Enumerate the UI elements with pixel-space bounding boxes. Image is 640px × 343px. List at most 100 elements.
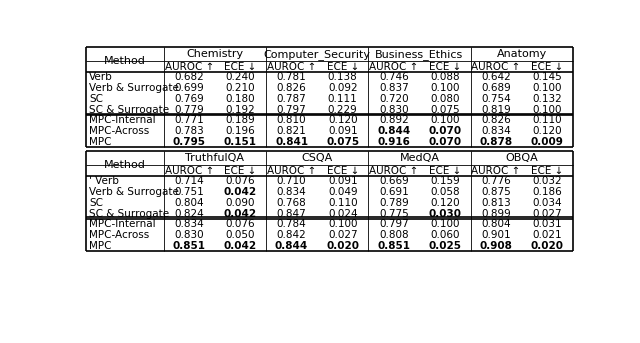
Text: 0.180: 0.180 <box>226 94 255 104</box>
Text: 0.847: 0.847 <box>276 209 307 218</box>
Text: 0.020: 0.020 <box>326 241 359 251</box>
Text: 0.841: 0.841 <box>275 137 308 147</box>
Text: 0.100: 0.100 <box>430 220 460 229</box>
Text: 0.642: 0.642 <box>481 72 511 82</box>
Text: 0.210: 0.210 <box>226 83 255 93</box>
Text: 0.714: 0.714 <box>174 176 204 186</box>
Text: 0.789: 0.789 <box>379 198 409 208</box>
Text: 0.699: 0.699 <box>174 83 204 93</box>
Text: 0.783: 0.783 <box>174 126 204 136</box>
Text: ' Verb: ' Verb <box>90 176 119 186</box>
Text: SC: SC <box>90 94 103 104</box>
Text: 0.111: 0.111 <box>328 94 358 104</box>
Text: 0.091: 0.091 <box>328 176 358 186</box>
Text: Verb & Surrogate: Verb & Surrogate <box>90 83 179 93</box>
Text: 0.851: 0.851 <box>173 241 206 251</box>
Text: 0.689: 0.689 <box>481 83 511 93</box>
Text: 0.826: 0.826 <box>276 83 307 93</box>
Text: ECE ↓: ECE ↓ <box>326 62 359 72</box>
Text: 0.009: 0.009 <box>531 137 564 147</box>
Text: 0.834: 0.834 <box>481 126 511 136</box>
Text: 0.042: 0.042 <box>224 209 257 218</box>
Text: CSQA: CSQA <box>301 153 333 163</box>
Text: 0.076: 0.076 <box>226 176 255 186</box>
Text: 0.892: 0.892 <box>379 116 409 126</box>
Text: Verb & Surrogate: Verb & Surrogate <box>90 187 179 197</box>
Text: 0.027: 0.027 <box>328 230 358 240</box>
Text: Method: Method <box>104 56 146 66</box>
Text: 0.808: 0.808 <box>379 230 409 240</box>
Text: MPC: MPC <box>90 241 112 251</box>
Text: 0.682: 0.682 <box>174 72 204 82</box>
Text: 0.196: 0.196 <box>225 126 255 136</box>
Text: MPC: MPC <box>90 137 112 147</box>
Text: 0.120: 0.120 <box>430 198 460 208</box>
Text: Business_Ethics: Business_Ethics <box>375 49 463 60</box>
Text: 0.795: 0.795 <box>173 137 206 147</box>
Text: Computer_Security: Computer_Security <box>264 49 371 60</box>
Text: 0.901: 0.901 <box>481 230 511 240</box>
Text: 0.710: 0.710 <box>276 176 307 186</box>
Text: 0.090: 0.090 <box>226 198 255 208</box>
Text: 0.878: 0.878 <box>479 137 513 147</box>
Text: 0.060: 0.060 <box>430 230 460 240</box>
Text: 0.075: 0.075 <box>326 137 359 147</box>
Text: 0.826: 0.826 <box>481 116 511 126</box>
Text: 0.100: 0.100 <box>430 83 460 93</box>
Text: 0.797: 0.797 <box>379 220 409 229</box>
Text: SC: SC <box>90 198 103 208</box>
Text: 0.100: 0.100 <box>532 83 562 93</box>
Text: AUROC ↑: AUROC ↑ <box>472 166 521 176</box>
Text: 0.050: 0.050 <box>226 230 255 240</box>
Text: 0.145: 0.145 <box>532 72 562 82</box>
Text: 0.775: 0.775 <box>379 209 409 218</box>
Text: 0.080: 0.080 <box>430 94 460 104</box>
Text: 0.769: 0.769 <box>174 94 204 104</box>
Text: MPC-Across: MPC-Across <box>90 230 150 240</box>
Text: 0.042: 0.042 <box>224 241 257 251</box>
Text: 0.076: 0.076 <box>226 220 255 229</box>
Text: 0.830: 0.830 <box>175 230 204 240</box>
Text: 0.240: 0.240 <box>226 72 255 82</box>
Text: 0.834: 0.834 <box>174 220 204 229</box>
Text: 0.824: 0.824 <box>174 209 204 218</box>
Text: 0.781: 0.781 <box>276 72 307 82</box>
Text: MedQA: MedQA <box>399 153 440 163</box>
Text: 0.754: 0.754 <box>481 94 511 104</box>
Text: 0.110: 0.110 <box>532 116 562 126</box>
Text: 0.192: 0.192 <box>225 105 255 115</box>
Text: 0.842: 0.842 <box>276 230 307 240</box>
Text: 0.746: 0.746 <box>379 72 409 82</box>
Text: 0.834: 0.834 <box>276 187 307 197</box>
Text: 0.120: 0.120 <box>328 116 358 126</box>
Text: SC & Surrogate: SC & Surrogate <box>90 209 170 218</box>
Text: 0.021: 0.021 <box>532 230 562 240</box>
Text: 0.091: 0.091 <box>328 126 358 136</box>
Text: AUROC ↑: AUROC ↑ <box>164 166 214 176</box>
Text: 0.844: 0.844 <box>377 126 410 136</box>
Text: 0.070: 0.070 <box>428 137 461 147</box>
Text: 0.771: 0.771 <box>174 116 204 126</box>
Text: AUROC ↑: AUROC ↑ <box>369 62 419 72</box>
Text: 0.027: 0.027 <box>532 209 562 218</box>
Text: 0.787: 0.787 <box>276 94 307 104</box>
Text: 0.070: 0.070 <box>428 126 461 136</box>
Text: OBQA: OBQA <box>506 153 538 163</box>
Text: 0.819: 0.819 <box>481 105 511 115</box>
Text: ECE ↓: ECE ↓ <box>224 166 257 176</box>
Text: 0.049: 0.049 <box>328 187 358 197</box>
Text: 0.804: 0.804 <box>175 198 204 208</box>
Text: AUROC ↑: AUROC ↑ <box>164 62 214 72</box>
Text: AUROC ↑: AUROC ↑ <box>267 62 316 72</box>
Text: 0.092: 0.092 <box>328 83 358 93</box>
Text: ECE ↓: ECE ↓ <box>429 166 461 176</box>
Text: 0.844: 0.844 <box>275 241 308 251</box>
Text: 0.025: 0.025 <box>429 241 461 251</box>
Text: 0.830: 0.830 <box>379 105 409 115</box>
Text: 0.804: 0.804 <box>481 220 511 229</box>
Text: 0.821: 0.821 <box>276 126 307 136</box>
Text: AUROC ↑: AUROC ↑ <box>369 166 419 176</box>
Text: ECE ↓: ECE ↓ <box>531 62 563 72</box>
Text: 0.899: 0.899 <box>481 209 511 218</box>
Text: 0.159: 0.159 <box>430 176 460 186</box>
